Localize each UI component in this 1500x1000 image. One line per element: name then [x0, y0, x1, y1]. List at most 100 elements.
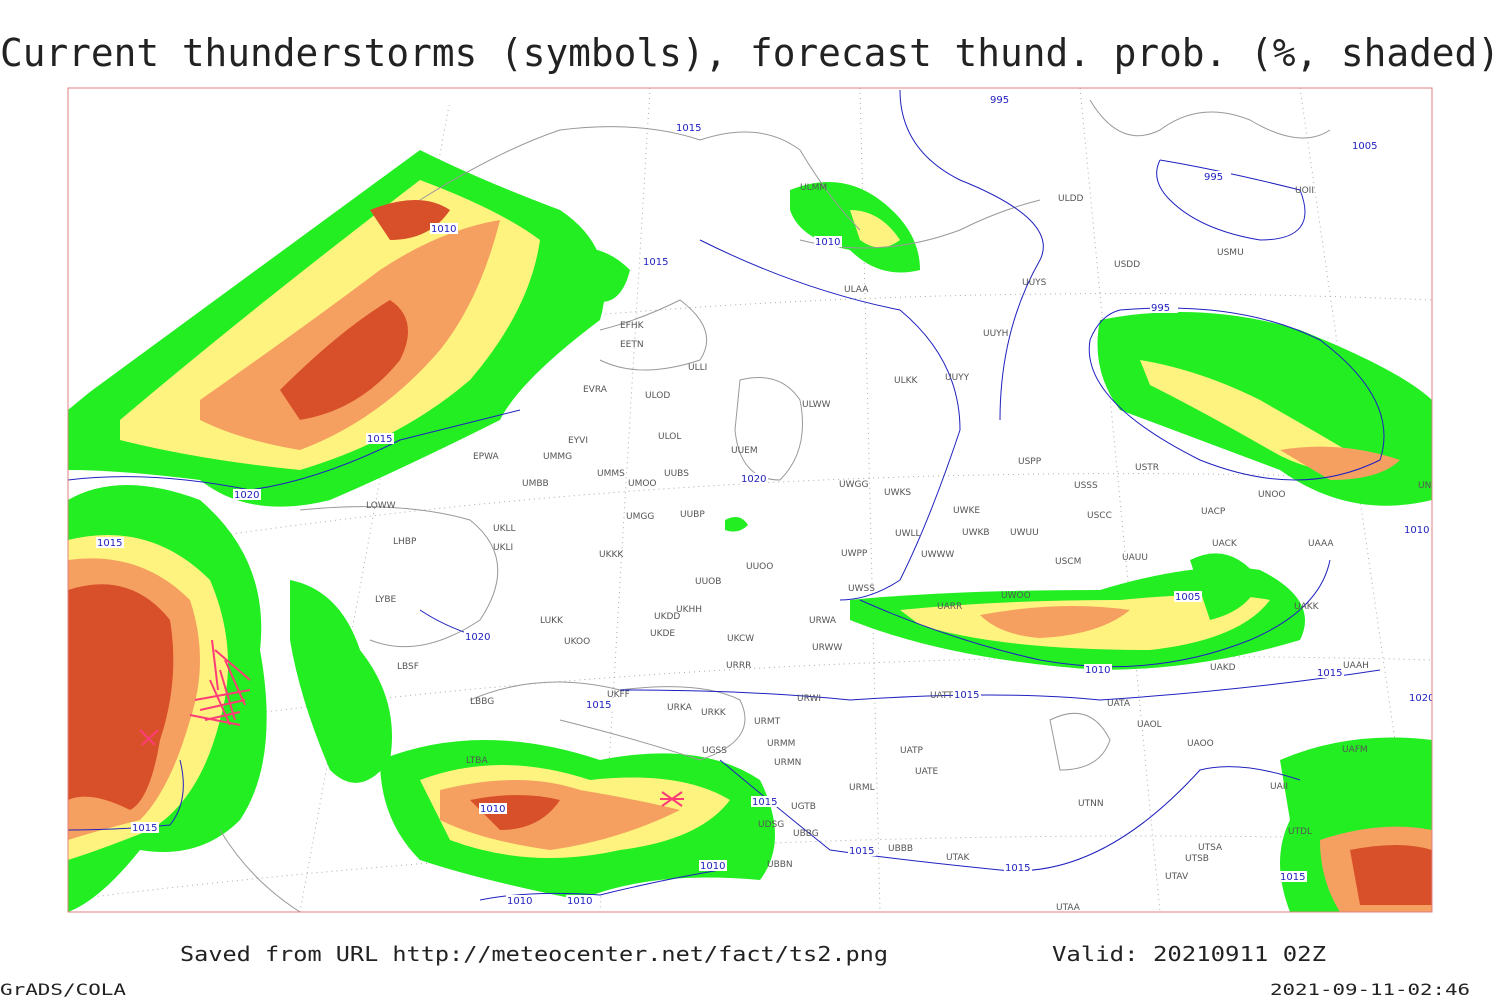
- station-label: URKA: [667, 703, 693, 713]
- isobar-label: 1010: [431, 224, 456, 235]
- isobar-label: 1015: [849, 846, 874, 857]
- station-label: EVRA: [583, 385, 608, 395]
- isobar-label: 1015: [954, 690, 979, 701]
- isobar-label-bg: [233, 489, 261, 500]
- isobar-label-bg: [566, 895, 594, 906]
- station-label: UAII: [1270, 782, 1288, 792]
- isobar-label-bg: [989, 94, 1017, 105]
- source-url: Saved from URL http://meteocenter.net/fa…: [180, 942, 888, 966]
- station-label: UKCW: [727, 634, 754, 644]
- isobar-label-bg: [366, 433, 394, 444]
- station-label: UKLL: [493, 524, 516, 534]
- station-label: UMOO: [628, 479, 657, 489]
- station-label: LHBP: [393, 537, 417, 547]
- coastlines: [219, 99, 1331, 912]
- station-label: UACK: [1212, 539, 1238, 549]
- isobar-label: 1015: [97, 538, 122, 549]
- station-label: URKK: [701, 708, 727, 718]
- station-label: LYBE: [375, 595, 396, 605]
- station-label: ULOL: [658, 432, 681, 442]
- station-label: UAOO: [1187, 739, 1214, 749]
- isobar-label-bg: [1316, 667, 1344, 678]
- station-label: EETN: [620, 340, 644, 350]
- station-label: USPP: [1018, 457, 1042, 467]
- station-label: UUOB: [695, 577, 721, 587]
- isobar-label-bg: [430, 223, 458, 234]
- station-label: ULAA: [844, 285, 869, 295]
- station-label: UNOO: [1258, 490, 1286, 500]
- station-label: ULWW: [802, 400, 831, 410]
- station-label: UTAA: [1056, 903, 1081, 913]
- station-label: UBBG: [793, 829, 819, 839]
- isobar-label: 995: [990, 95, 1009, 106]
- isobar-label-bg: [751, 796, 779, 807]
- station-label: URWI: [797, 694, 821, 704]
- station-label: UAOL: [1137, 720, 1162, 730]
- station-label: UOII: [1295, 186, 1314, 196]
- isobar-label-bg: [675, 122, 703, 133]
- isobar-label-bg: [642, 256, 670, 267]
- isobar-label-bg: [740, 473, 768, 484]
- station-label: UTDL: [1288, 827, 1312, 837]
- isobar-label: 1015: [676, 123, 701, 134]
- isobar-label: 1010: [567, 896, 592, 907]
- station-label: UMBB: [522, 479, 549, 489]
- station-label: UKFF: [607, 690, 630, 700]
- station-label: UWWW: [921, 550, 954, 560]
- isobar-labels: 995 1015 1005 995 1010 1015 1010 995 1015 1020 102…: [96, 94, 1434, 907]
- station-label: UDSG: [758, 820, 784, 830]
- isobar-label: 1020: [1409, 693, 1434, 704]
- station-label: UKDD: [654, 612, 680, 622]
- station-label: ULDD: [1058, 194, 1084, 204]
- station-labels: ULMM ULDD UOII USDD UUYS ULAA USMU EFHK EETN UUYH…: [366, 183, 1432, 913]
- station-label: UKDE: [650, 629, 675, 639]
- station-label: ULLI: [688, 363, 707, 373]
- station-label: UWOO: [1001, 591, 1031, 601]
- station-label: USDD: [1114, 260, 1140, 270]
- station-label: UGTB: [791, 802, 816, 812]
- station-label: UWGG: [839, 480, 868, 490]
- station-label: LBSF: [397, 662, 419, 672]
- station-label: UMGG: [626, 512, 654, 522]
- station-label: LUKK: [540, 616, 564, 626]
- station-label: ULOD: [645, 391, 670, 401]
- station-label: UTAK: [946, 853, 971, 863]
- isobar-label: 1010: [1085, 665, 1110, 676]
- isobar-label-bg: [1150, 302, 1178, 313]
- isobar-label-bg: [953, 689, 981, 700]
- timestamp: 2021-09-11-02:46: [1270, 980, 1470, 999]
- station-label: USMU: [1217, 248, 1244, 258]
- isobar-label: 1015: [132, 823, 157, 834]
- map-frame: [67, 87, 1433, 913]
- station-label: URMT: [754, 717, 781, 727]
- station-label: UBBN: [767, 860, 793, 870]
- station-label: UAAH: [1343, 661, 1369, 671]
- station-label: UAUU: [1122, 553, 1148, 563]
- isobar-label: 1015: [1280, 872, 1305, 883]
- isobar-label: 1010: [480, 804, 505, 815]
- station-label: URML: [849, 783, 875, 793]
- isobar-label: 1020: [741, 474, 766, 485]
- station-label: UMMG: [543, 452, 572, 462]
- station-label: USSS: [1074, 481, 1098, 491]
- station-label: UUYH: [983, 329, 1008, 339]
- station-label: UGSS: [702, 746, 727, 756]
- station-label: UKLI: [493, 543, 513, 553]
- isobar-label-bg: [699, 860, 727, 871]
- station-label: UUBS: [664, 469, 689, 479]
- station-label: UWKE: [953, 506, 980, 516]
- station-label: ULMM: [800, 183, 827, 193]
- station-label: UUYS: [1022, 278, 1047, 288]
- isobar-label: 1020: [234, 490, 259, 501]
- station-label: UKOO: [564, 637, 590, 647]
- station-label: EFHK: [620, 321, 645, 331]
- station-label: LOWW: [366, 501, 396, 511]
- isobar-label-bg: [1174, 591, 1202, 602]
- station-label: EYVI: [568, 436, 588, 446]
- isobar-label-bg: [479, 803, 507, 814]
- station-label: UWLL: [895, 529, 921, 539]
- isobar-label: 1010: [815, 237, 840, 248]
- station-label: URWW: [812, 643, 842, 653]
- isobar-label-bg: [1203, 171, 1231, 182]
- isobar-label: 1020: [465, 632, 490, 643]
